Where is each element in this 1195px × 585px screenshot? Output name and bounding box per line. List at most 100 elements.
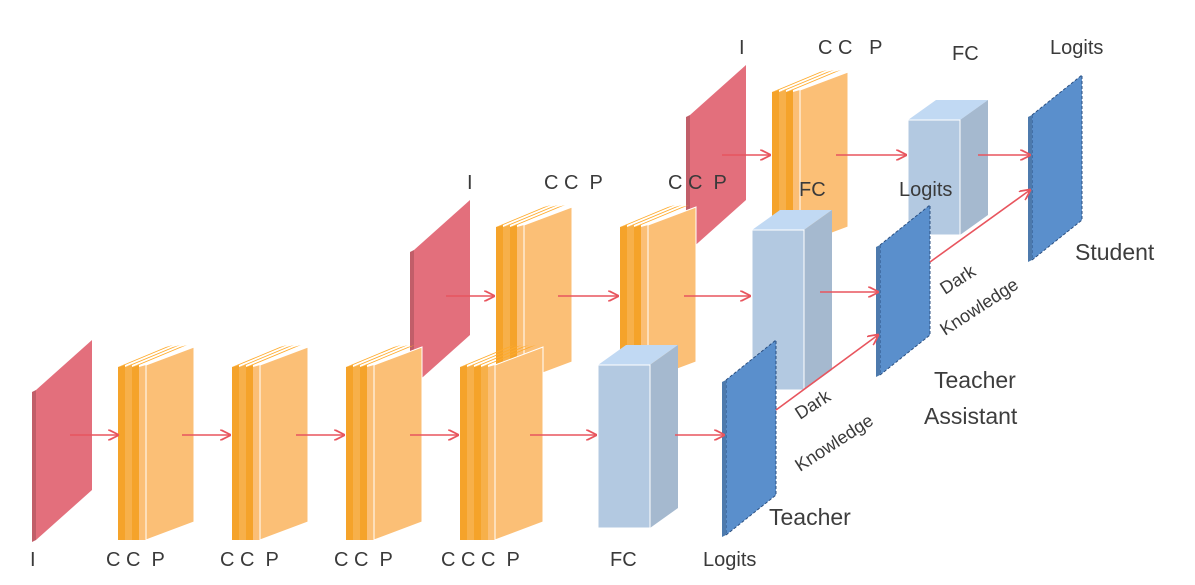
network-shapes (32, 65, 1083, 542)
assistant-fc-label: FC (799, 179, 826, 201)
teacher-conv-stack-1-layer-3-front (139, 365, 146, 540)
teacher-fc-layer (597, 345, 678, 529)
teacher-conv-stack-4-layer-1-front (467, 365, 474, 540)
assistant-logits-face (879, 203, 931, 377)
teacher-input-image (32, 340, 92, 542)
assistant-conv-stack-2-pool-side (647, 206, 697, 381)
student-title: Student (1075, 239, 1155, 265)
teacher-conv-stack-3-pool-side (373, 346, 423, 541)
teacher-conv-stack-2-layer-0-top (232, 345, 287, 367)
assistant-logits-label: Logits (899, 179, 952, 201)
assistant-logits (876, 203, 931, 377)
teacher-logits-edge (722, 380, 726, 537)
teacher-conv-stack-1-layer-1-top (125, 345, 180, 367)
assistant-conv-stack-2 (620, 205, 697, 381)
student-fc-label: FC (952, 43, 979, 65)
teacher-conv-stack-1-pool-side (145, 346, 195, 541)
teacher-conv-stack-3-layer-2-front (360, 365, 367, 540)
student-conv-stack-layer-0-top (772, 70, 827, 92)
assistant-fc-layer-side (804, 210, 832, 390)
assistant-conv-stack-1-layer-2-top (510, 205, 565, 227)
teacher-conv-stack-3 (346, 345, 423, 541)
assistant-conv-stack-2-layer-2-front (634, 225, 641, 380)
teacher-logits (722, 338, 777, 537)
teacher-conv-stack-1-layer-2-top (132, 345, 187, 367)
assistant-conv-stack-1-layer-1-front (503, 225, 510, 380)
student-input-image-face (690, 65, 746, 250)
student-logits-edge (1028, 115, 1032, 262)
student-conv-stack-layer-1-top (779, 70, 834, 92)
teacher-input-label: I (30, 549, 36, 571)
teacher-logits-face (725, 338, 777, 537)
assistant-block2-label: C C P (668, 172, 727, 194)
teacher-conv-stack-2-layer-0-front (232, 365, 239, 540)
teacher-fc-layer-top (598, 345, 678, 365)
teacher-conv-stack-2-layer-1-top (239, 345, 294, 367)
teacher-conv-stack-1-layer-2-front (132, 365, 139, 540)
teacher-fc-label: FC (610, 549, 637, 571)
dark-knowledge-lower-line1: Dark (791, 385, 835, 423)
teacher-input-image-edge (32, 390, 36, 542)
assistant-block1-label: C C P (544, 172, 603, 194)
dark-knowledge-arrow-upper (929, 190, 1030, 263)
teacher-conv-stack-1-layer-0-top (118, 345, 173, 367)
assistant-fc-layer-top (752, 210, 832, 230)
assistant-conv-stack-1 (496, 205, 573, 381)
student-logits-face (1031, 73, 1083, 262)
assistant-conv-stack-1-pool-side (523, 206, 573, 381)
assistant-title-line2: Assistant (924, 403, 1018, 429)
teacher-conv-stack-4-layer-4-front (488, 365, 495, 540)
dark-knowledge-arrow-lower (775, 335, 878, 411)
teacher-fc-layer-front (597, 364, 651, 529)
teacher-conv-stack-2-pool-side (259, 346, 309, 541)
assistant-conv-stack-2-layer-0-front (620, 225, 627, 380)
teacher-block1-label: C C P (106, 549, 165, 571)
teacher-block4-label: C C C P (441, 549, 520, 571)
teacher-conv-stack-2-layer-2-top (246, 345, 301, 367)
teacher-conv-stack-4-layer-0-top (460, 345, 515, 367)
assistant-conv-stack-1-layer-3-front (517, 225, 524, 380)
teacher-fc-layer-side (650, 345, 678, 528)
teacher-conv-stack-4-pool-side (494, 346, 544, 541)
student-conv-stack-layer-2-top (786, 70, 841, 92)
assistant-conv-stack-2-layer-0-top (620, 205, 675, 227)
student-conv-stack-layer-2-front (786, 90, 793, 245)
assistant-conv-stack-2-layer-2-top (634, 205, 689, 227)
teacher-input-image-face (36, 340, 92, 540)
assistant-conv-stack-1-layer-2-front (510, 225, 517, 380)
teacher-conv-stack-3-layer-2-top (360, 345, 415, 367)
assistant-conv-stack-1-layer-1-top (503, 205, 558, 227)
student-block1-label: C C P (818, 37, 882, 59)
assistant-conv-stack-2-layer-1-top (627, 205, 682, 227)
student-logits-label: Logits (1050, 37, 1103, 59)
teacher-conv-stack-2-layer-1-front (239, 365, 246, 540)
teacher-conv-stack-2 (232, 345, 309, 541)
student-conv-stack (772, 70, 849, 246)
student-logits (1028, 73, 1083, 262)
teacher-conv-stack-1-layer-1-front (125, 365, 132, 540)
assistant-conv-stack-1-layer-0-front (496, 225, 503, 380)
assistant-input-label: I (467, 172, 473, 194)
teacher-conv-stack-3-layer-0-front (346, 365, 353, 540)
student-fc-layer-front (907, 119, 961, 236)
teacher-conv-stack-2-layer-2-front (246, 365, 253, 540)
teacher-conv-stack-3-layer-1-top (353, 345, 408, 367)
flow-arrows (70, 155, 1030, 435)
teacher-conv-stack-4 (460, 345, 544, 541)
teacher-conv-stack-1 (118, 345, 195, 541)
student-fc-layer (907, 100, 988, 236)
teacher-conv-stack-2-layer-3-front (253, 365, 260, 540)
dark-knowledge-upper-line1: Dark (936, 260, 980, 298)
teacher-block3-label: C C P (334, 549, 393, 571)
teacher-conv-stack-4-layer-2-top (474, 345, 529, 367)
teacher-conv-stack-4-layer-1-top (467, 345, 522, 367)
teacher-logits-label: Logits (703, 549, 756, 571)
student-conv-stack-layer-3-front (793, 90, 800, 245)
student-input-label: I (739, 37, 745, 59)
teacher-conv-stack-4-layer-3-top (481, 345, 536, 367)
assistant-conv-stack-2-layer-1-front (627, 225, 634, 380)
teacher-conv-stack-4-layer-3-front (481, 365, 488, 540)
assistant-conv-stack-1-layer-0-top (496, 205, 551, 227)
teacher-block2-label: C C P (220, 549, 279, 571)
